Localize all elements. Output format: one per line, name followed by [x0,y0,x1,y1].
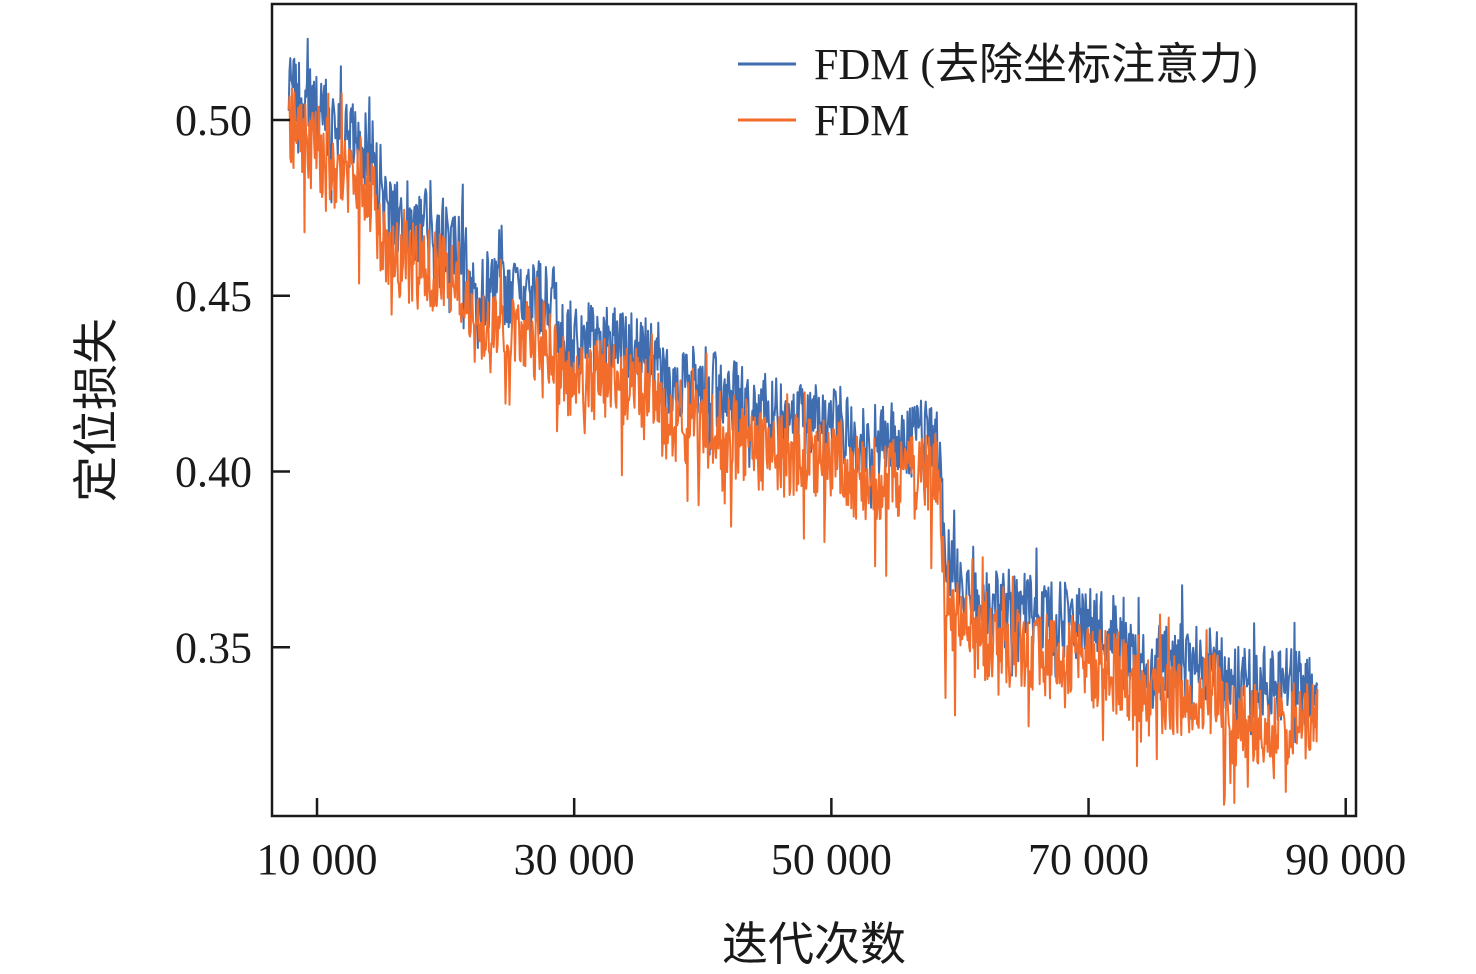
y-tick-label: 0.50 [175,96,252,145]
legend-label-series-0: FDM (去除坐标注意力) [814,40,1258,89]
x-axis: 10 000 30 000 50 000 70 000 90 000 [257,798,1406,884]
series-line-1 [287,87,1319,806]
x-tick-label: 30 000 [514,835,635,884]
y-tick-label: 0.45 [175,272,252,321]
y-tick-label: 0.35 [175,623,252,672]
x-tick-label: 70 000 [1028,835,1149,884]
x-axis-title: 迭代次数 [722,919,906,970]
y-tick-label: 0.40 [175,448,252,497]
series-layer [287,37,1319,806]
legend: FDM (去除坐标注意力) FDM [738,40,1258,145]
y-axis: 0.35 0.40 0.45 0.50 [175,96,290,672]
x-tick-label: 90 000 [1285,835,1406,884]
series-line-0 [287,37,1319,755]
plot-frame [270,2,1358,818]
x-tick-label: 50 000 [771,835,892,884]
x-tick-label: 10 000 [257,835,378,884]
legend-label-series-1: FDM [814,96,909,145]
y-axis-title: 定位损失 [71,318,122,502]
